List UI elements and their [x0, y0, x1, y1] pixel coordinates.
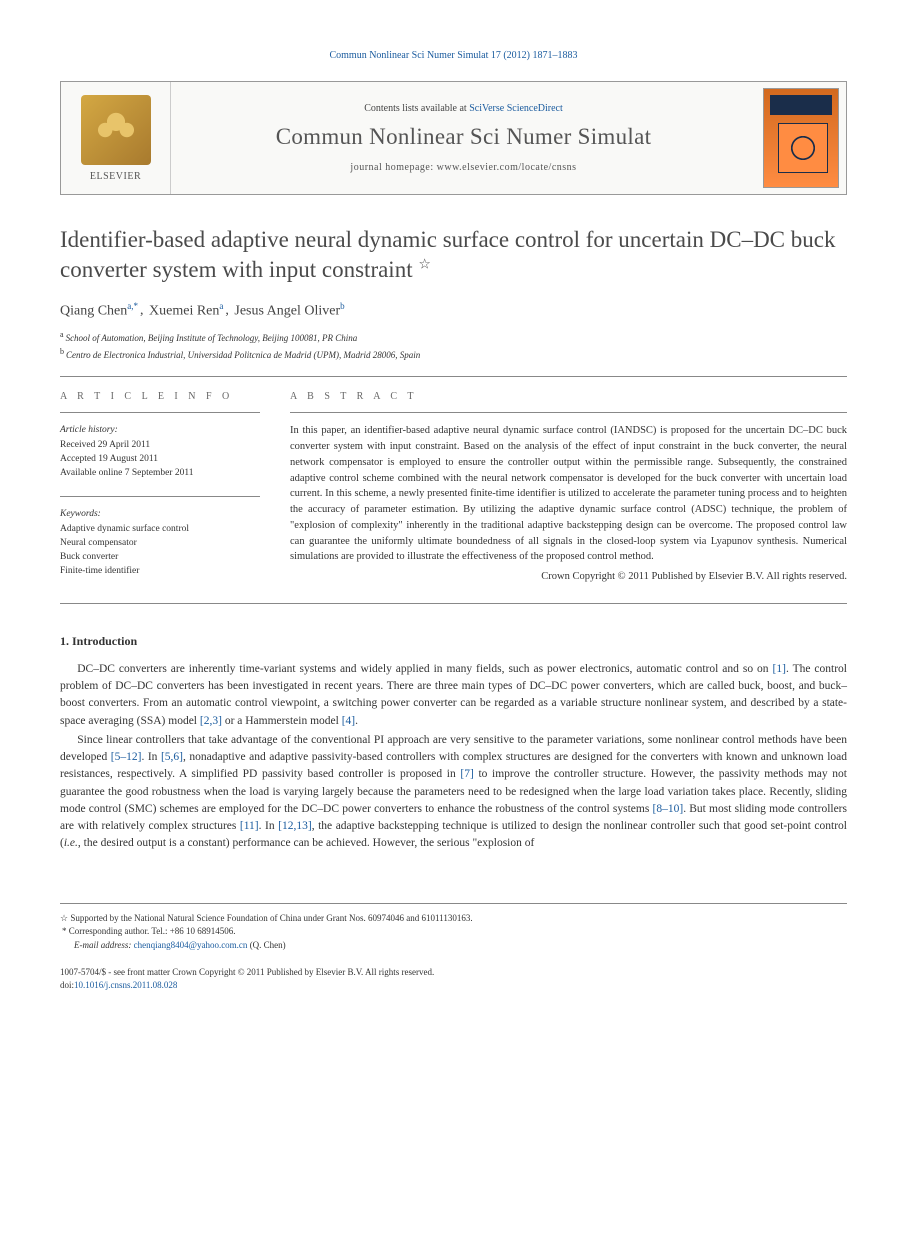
citation-link[interactable]: [12,13]: [278, 820, 312, 832]
para-text: .: [355, 715, 358, 727]
article-title: Identifier-based adaptive neural dynamic…: [60, 225, 847, 285]
corresponding-author-footnote: Corresponding author. Tel.: +86 10 68914…: [62, 925, 847, 939]
contents-available-line: Contents lists available at SciVerse Sci…: [364, 103, 563, 114]
elsevier-tree-icon: [81, 95, 151, 165]
divider: [290, 412, 847, 413]
article-history: Article history: Received 29 April 2011 …: [60, 423, 260, 480]
section-heading: 1. Introduction: [60, 634, 847, 649]
abstract-copyright: Crown Copyright © 2011 Published by Else…: [290, 569, 847, 585]
sciencedirect-link[interactable]: SciVerse ScienceDirect: [469, 103, 563, 114]
article-info-column: A R T I C L E I N F O Article history: R…: [60, 391, 260, 585]
masthead-center: Contents lists available at SciVerse Sci…: [171, 82, 756, 194]
affil-mark: b: [60, 347, 64, 356]
title-text: Identifier-based adaptive neural dynamic…: [60, 227, 836, 282]
author-name: Xuemei Ren: [149, 303, 219, 318]
funding-footnote: Supported by the National Natural Scienc…: [60, 912, 847, 926]
journal-name: Commun Nonlinear Sci Numer Simulat: [276, 124, 652, 150]
para-text: , the desired output is a constant) perf…: [78, 837, 534, 849]
title-footnote-mark: ☆: [418, 257, 431, 272]
history-line: Accepted 19 August 2011: [60, 452, 260, 466]
article-meta-row: A R T I C L E I N F O Article history: R…: [60, 377, 847, 603]
author-affil-mark: a: [219, 301, 223, 311]
citation-link[interactable]: [4]: [342, 715, 355, 727]
affiliations: aSchool of Automation, Beijing Institute…: [60, 329, 847, 362]
divider: [60, 603, 847, 604]
abstract-label: A B S T R A C T: [290, 391, 847, 402]
email-author-name: (Q. Chen): [250, 940, 286, 950]
para-text: . In: [141, 751, 161, 763]
para-text: . In: [259, 820, 279, 832]
para-text: DC–DC converters are inherently time-var…: [77, 663, 772, 675]
body-paragraph: Since linear controllers that take advan…: [60, 732, 847, 853]
affil-text: Centro de Electronica Industrial, Univer…: [66, 350, 420, 360]
citation-link[interactable]: [8–10]: [653, 803, 684, 815]
history-line: Received 29 April 2011: [60, 438, 260, 452]
doi-prefix: doi:: [60, 980, 74, 990]
email-label: E-mail address:: [74, 940, 131, 950]
homepage-prefix: journal homepage:: [350, 162, 436, 173]
author-line: Qiang Chena,*, Xuemei Rena, Jesus Angel …: [60, 301, 847, 320]
page-footer: 1007-5704/$ - see front matter Crown Cop…: [60, 966, 847, 991]
homepage-url[interactable]: www.elsevier.com/locate/cnsns: [437, 162, 577, 173]
abstract-body: In this paper, an identifier-based adapt…: [290, 425, 847, 562]
journal-homepage-line: journal homepage: www.elsevier.com/locat…: [350, 162, 576, 173]
journal-cover-thumbnail: [763, 88, 839, 188]
doi-link[interactable]: 10.1016/j.cnsns.2011.08.028: [74, 980, 177, 990]
divider: [60, 496, 260, 497]
footnotes: Supported by the National Natural Scienc…: [60, 903, 847, 953]
section-introduction: 1. Introduction DC–DC converters are inh…: [60, 634, 847, 853]
para-emph: i.e.: [64, 837, 78, 849]
citation-link[interactable]: [11]: [240, 820, 259, 832]
publisher-name: ELSEVIER: [90, 171, 141, 182]
citation-link[interactable]: [2,3]: [200, 715, 222, 727]
affil-text: School of Automation, Beijing Institute …: [66, 333, 358, 343]
keyword: Buck converter: [60, 550, 260, 564]
doi-line: doi:10.1016/j.cnsns.2011.08.028: [60, 979, 847, 992]
affil-mark: a: [60, 330, 64, 339]
contents-prefix: Contents lists available at: [364, 103, 469, 114]
citation-link[interactable]: [5,6]: [161, 751, 183, 763]
affiliation-line: aSchool of Automation, Beijing Institute…: [60, 329, 847, 346]
author-affil-mark: a,*: [127, 301, 138, 311]
citation-link[interactable]: [1]: [773, 663, 786, 675]
abstract-column: A B S T R A C T In this paper, an identi…: [290, 391, 847, 585]
corresp-text: Corresponding author. Tel.: +86 10 68914…: [69, 926, 236, 936]
citation-link[interactable]: [5–12]: [111, 751, 142, 763]
article-info-label: A R T I C L E I N F O: [60, 391, 260, 402]
keyword: Adaptive dynamic surface control: [60, 522, 260, 536]
keywords-heading: Keywords:: [60, 507, 260, 521]
para-text: or a Hammerstein model: [222, 715, 342, 727]
abstract-text: In this paper, an identifier-based adapt…: [290, 423, 847, 585]
author-affil-mark: b: [340, 301, 345, 311]
email-footnote: E-mail address: chenqiang8404@yahoo.com.…: [74, 939, 847, 953]
page: Commun Nonlinear Sci Numer Simulat 17 (2…: [0, 0, 907, 1031]
keyword: Neural compensator: [60, 536, 260, 550]
journal-masthead: ELSEVIER Contents lists available at Sci…: [60, 81, 847, 195]
keyword: Finite-time identifier: [60, 564, 260, 578]
keywords-block: Keywords: Adaptive dynamic surface contr…: [60, 507, 260, 578]
publisher-logo-cell: ELSEVIER: [61, 82, 171, 194]
citation-link[interactable]: [7]: [460, 768, 473, 780]
divider: [60, 412, 260, 413]
funding-text: Supported by the National Natural Scienc…: [70, 913, 472, 923]
history-heading: Article history:: [60, 423, 260, 437]
running-head: Commun Nonlinear Sci Numer Simulat 17 (2…: [60, 50, 847, 61]
affiliation-line: bCentro de Electronica Industrial, Unive…: [60, 346, 847, 363]
author-name: Qiang Chen: [60, 303, 127, 318]
author-email-link[interactable]: chenqiang8404@yahoo.com.cn: [134, 940, 248, 950]
body-paragraph: DC–DC converters are inherently time-var…: [60, 661, 847, 730]
author-name: Jesus Angel Oliver: [234, 303, 340, 318]
history-line: Available online 7 September 2011: [60, 466, 260, 480]
journal-cover-cell: [756, 82, 846, 194]
issn-copyright-line: 1007-5704/$ - see front matter Crown Cop…: [60, 966, 847, 979]
